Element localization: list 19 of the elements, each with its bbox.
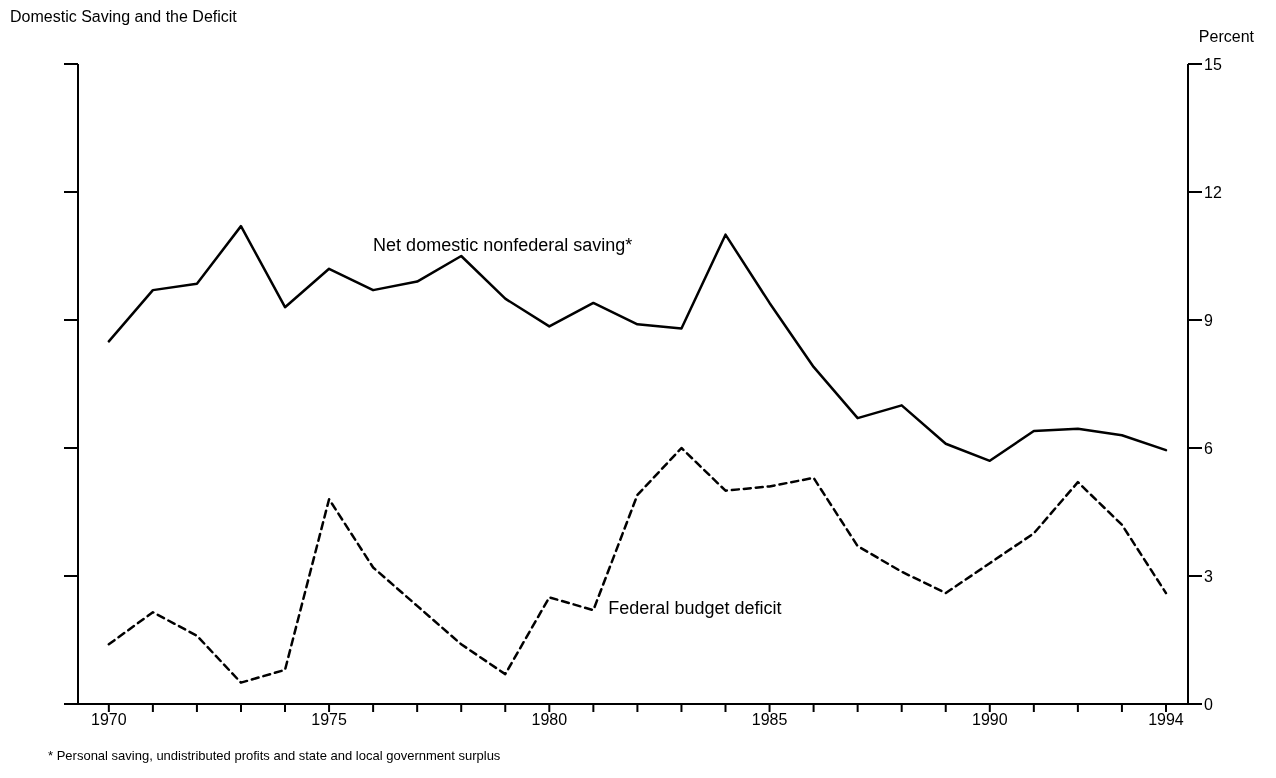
y-tick-label: 12 bbox=[1204, 183, 1222, 201]
series-label: Net domestic nonfederal saving* bbox=[373, 235, 633, 257]
line-series bbox=[107, 446, 1168, 684]
x-tick-label: 1970 bbox=[91, 711, 127, 729]
line-series bbox=[107, 224, 1168, 463]
x-tick-label: 1990 bbox=[971, 711, 1008, 729]
series-label: Federal budget deficit bbox=[608, 598, 782, 620]
y-tick-label: 3 bbox=[1204, 567, 1213, 585]
x-tick-label: 1980 bbox=[531, 711, 568, 729]
y-tick-label: 15 bbox=[1204, 55, 1222, 73]
x-tick-label: 1985 bbox=[751, 711, 788, 729]
y-tick-label: 9 bbox=[1204, 311, 1213, 329]
y-axis-title: Percent bbox=[1198, 28, 1254, 46]
y-tick-label: 0 bbox=[1204, 695, 1213, 713]
chart-title: Domestic Saving and the Deficit bbox=[10, 8, 238, 26]
x-tick-label: 1975 bbox=[311, 711, 347, 729]
x-tick-label: 1994 bbox=[1148, 711, 1184, 729]
y-tick-label: 6 bbox=[1204, 439, 1213, 457]
text: * Personal saving, undistributed profits and state and local government surplus bbox=[48, 748, 502, 763]
